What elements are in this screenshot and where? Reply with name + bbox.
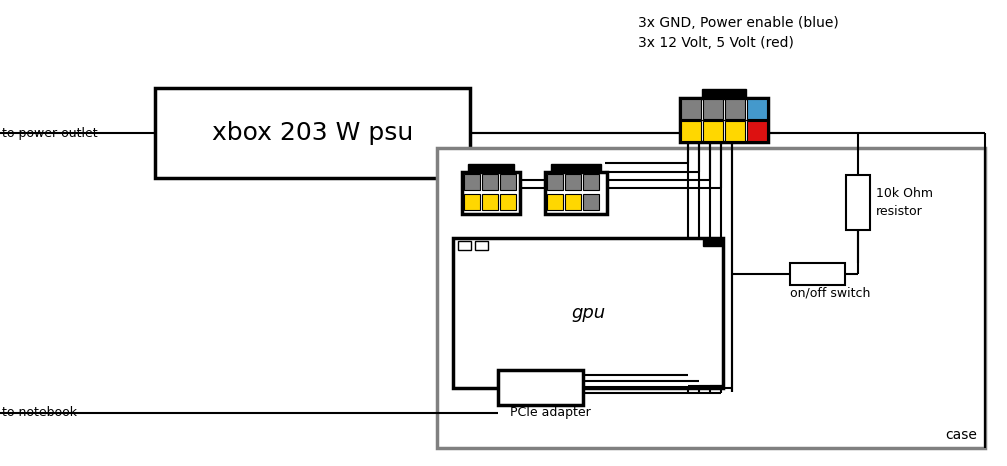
Text: gpu: gpu [571,304,605,322]
Bar [680,98,768,142]
Bar [747,99,767,119]
Bar [482,194,498,210]
Bar [462,172,520,214]
Bar [681,121,701,141]
Text: resistor: resistor [876,205,922,218]
Bar [725,121,745,141]
Bar [583,194,599,210]
Text: to power outlet: to power outlet [2,126,98,139]
Bar [464,174,480,190]
Bar [703,99,723,119]
Bar [703,238,723,246]
Bar [437,148,985,448]
Bar [681,99,701,119]
Bar [468,164,514,172]
Bar [725,99,745,119]
Bar [846,175,870,230]
Text: xbox 203 W psu: xbox 203 W psu [211,121,413,145]
Bar [500,174,516,190]
Text: to notebook: to notebook [2,406,77,419]
Bar [458,241,471,250]
Text: 3x GND, Power enable (blue): 3x GND, Power enable (blue) [638,16,839,30]
Bar [583,174,599,190]
Text: PCIe adapter: PCIe adapter [511,406,591,419]
Bar [565,174,581,190]
Bar [498,370,583,405]
Bar [703,121,723,141]
Bar [500,194,516,210]
Bar [464,194,480,210]
Bar [547,174,563,190]
Bar [453,238,723,388]
Text: case: case [946,428,977,442]
Bar [155,88,470,178]
Bar [475,241,488,250]
Bar [790,263,845,285]
Bar [551,164,601,172]
Bar [545,172,607,214]
Bar [747,121,767,141]
Bar [702,89,746,98]
Bar [565,194,581,210]
Bar [547,194,563,210]
Text: 10k Ohm: 10k Ohm [876,187,933,200]
Text: 3x 12 Volt, 5 Volt (red): 3x 12 Volt, 5 Volt (red) [638,36,794,50]
Text: on/off switch: on/off switch [790,286,870,299]
Bar [482,174,498,190]
